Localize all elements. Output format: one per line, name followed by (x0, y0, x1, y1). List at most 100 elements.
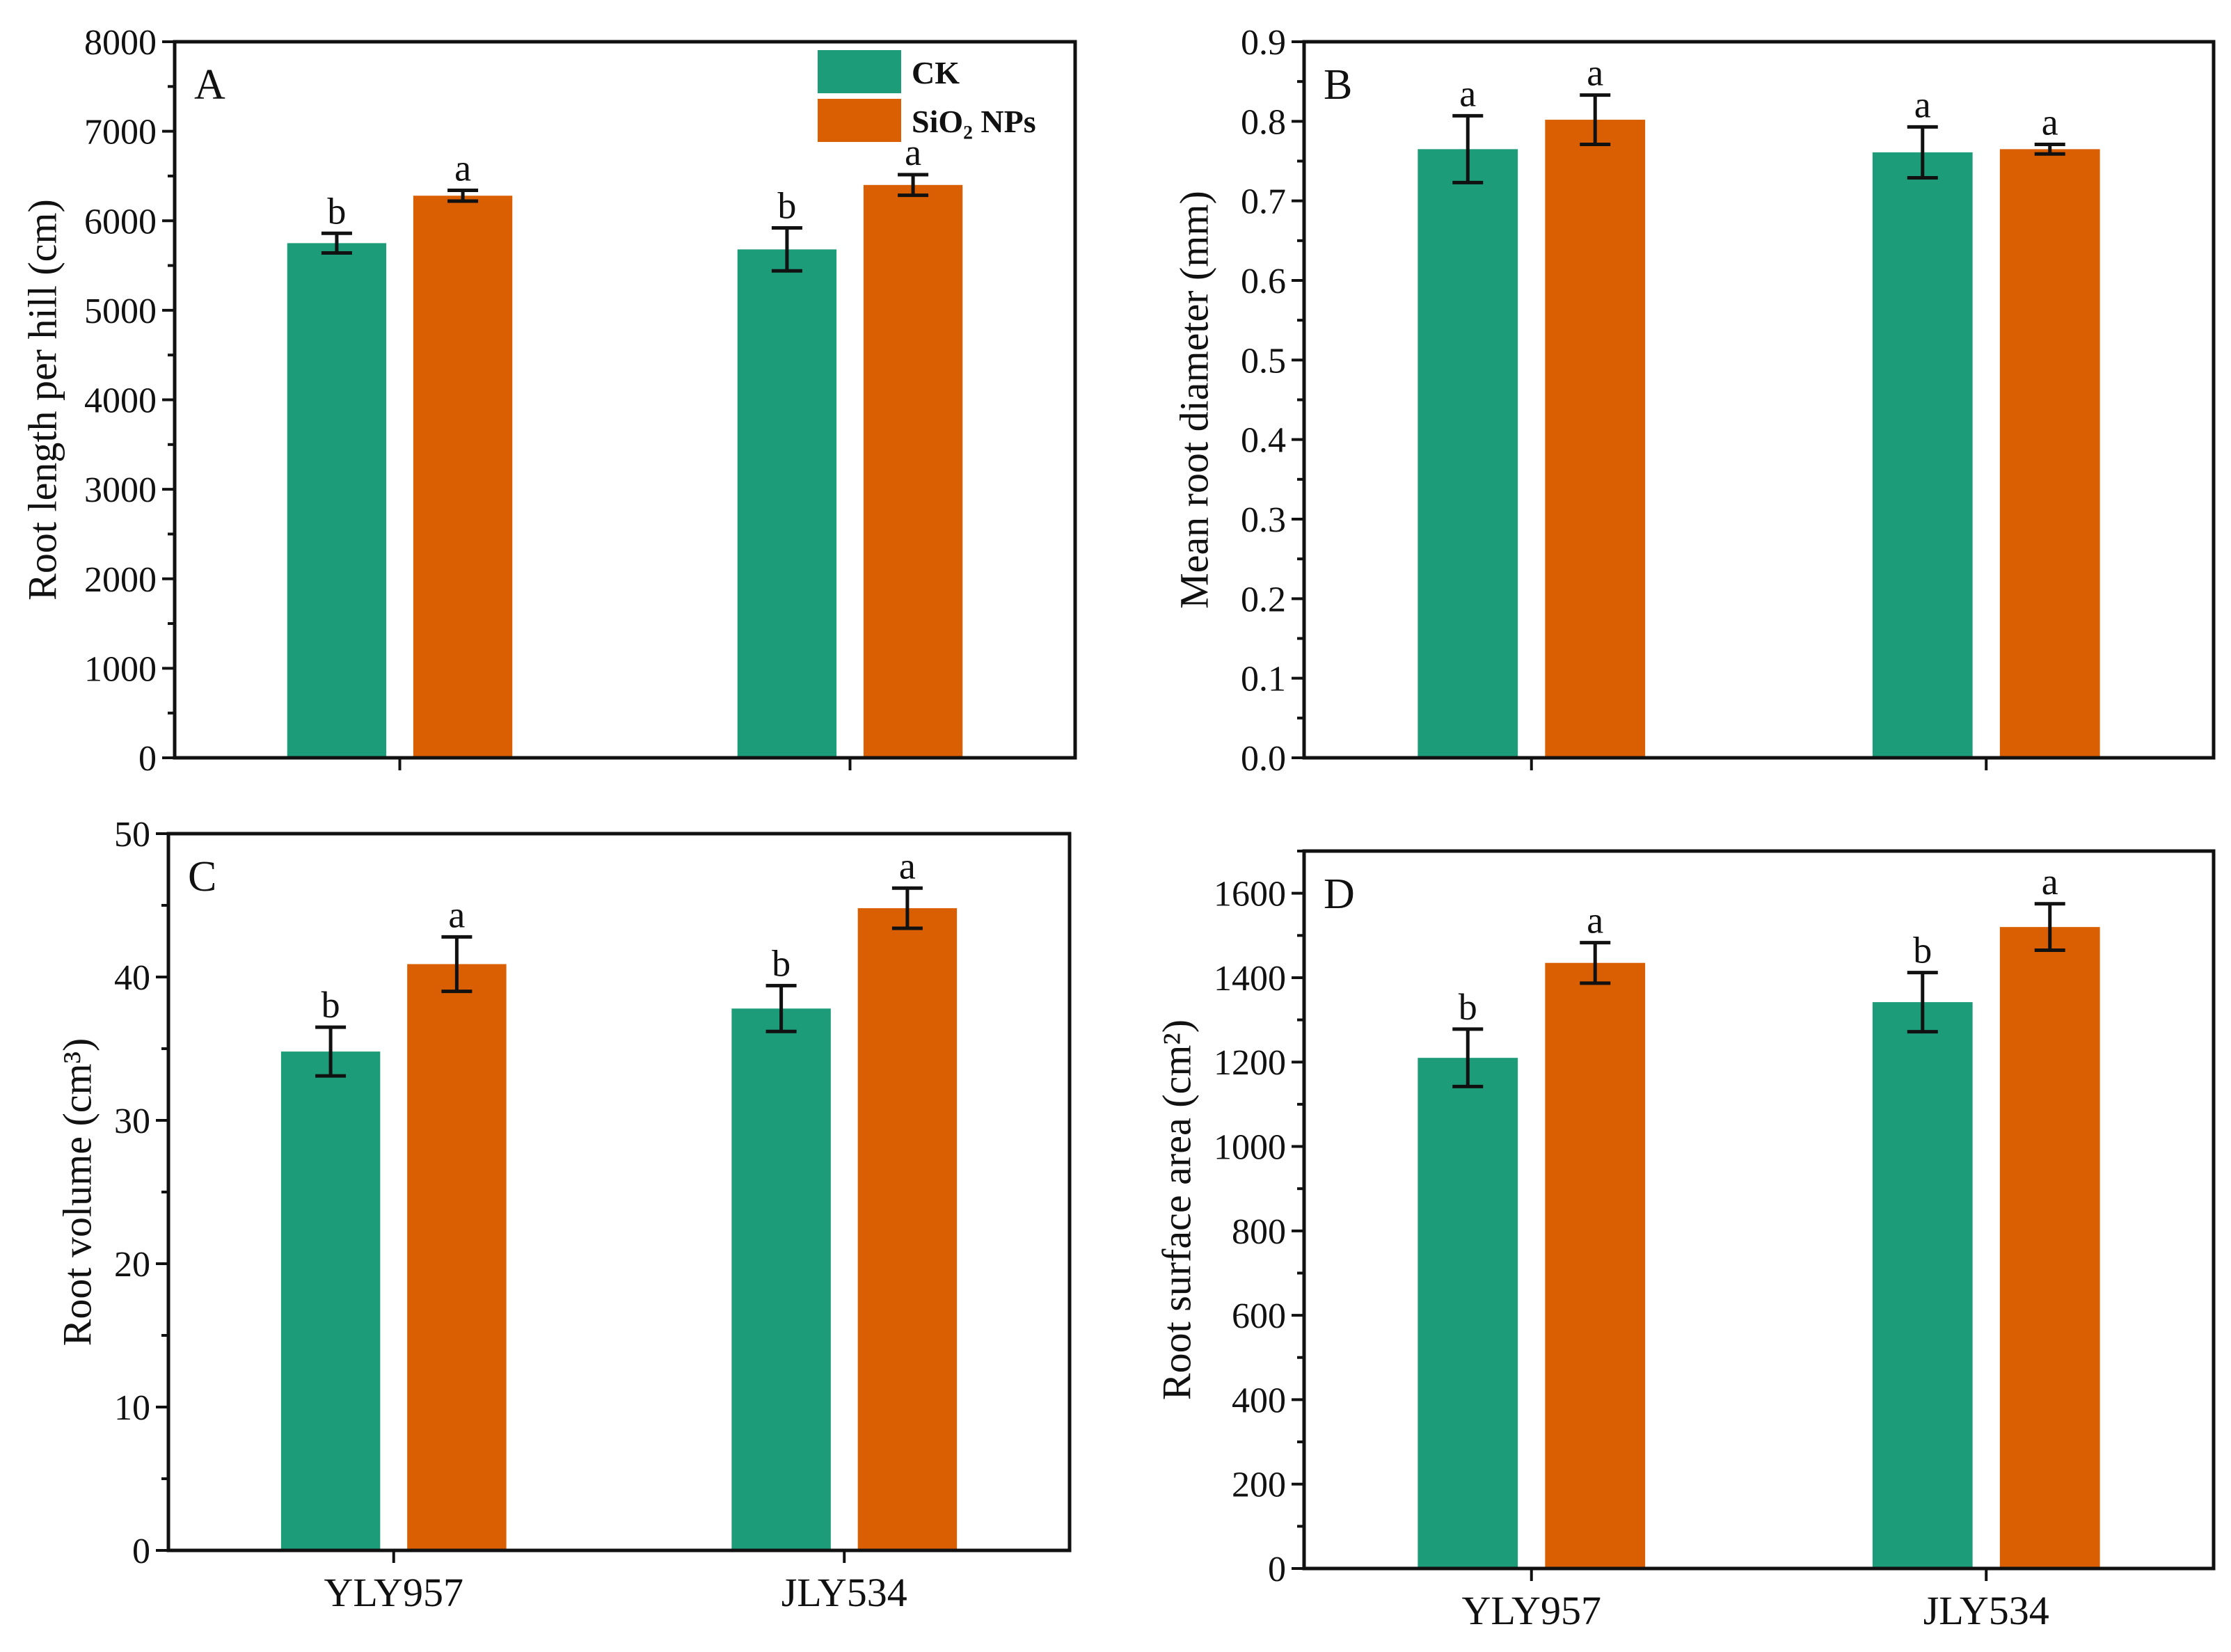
y-tick-label: 1400 (1214, 959, 1286, 999)
panel-c: b a YLY957 b a JLY534 0 10 20 30 40 50 Root volume (… (54, 815, 1072, 1615)
y-axis-label: Root length per hill (cm) (19, 199, 65, 601)
panel-letter: A (194, 61, 225, 109)
y-tick-label: 2000 (84, 560, 157, 600)
error-bar (2034, 142, 2065, 156)
error-bar (898, 173, 929, 198)
bar-ck-yly957 (287, 243, 387, 758)
plot-frame (1302, 849, 2216, 1571)
legend-swatch-ck (818, 50, 901, 93)
y-tick-label: 0 (1268, 1550, 1286, 1589)
y-tick-label: 0.2 (1241, 580, 1286, 619)
error-bar (1580, 93, 1611, 146)
bar-sio2-yly957 (1545, 962, 1646, 1568)
bar-sio2-yly957 (407, 964, 507, 1550)
y-tick-label: 1200 (1214, 1043, 1286, 1083)
bar-sio2-jly534 (1999, 149, 2100, 759)
significance-letter: a (454, 148, 471, 189)
error-bar (2034, 902, 2065, 953)
panel-letter: B (1324, 61, 1352, 109)
y-tick-label: 8000 (84, 23, 157, 63)
y-tick-label: 1600 (1214, 875, 1286, 914)
error-bar (321, 231, 352, 255)
y-tick-label: 50 (114, 815, 150, 855)
y-tick-label: 1000 (1214, 1128, 1286, 1168)
y-tick-label: 0.9 (1241, 23, 1286, 63)
panel-d: b a YLY957 b a JLY534 0 200 400 600 800 1000 1200 140… (1154, 849, 2216, 1633)
y-tick-label: 20 (114, 1245, 150, 1285)
bar-sio2-yly957 (1545, 120, 1646, 759)
y-axis-label: Root surface area (cm²) (1154, 1019, 1199, 1400)
significance-letter: b (327, 190, 346, 232)
bar-sio2-yly957 (413, 196, 513, 758)
y-tick-label: 4000 (84, 381, 157, 421)
error-bar (315, 1025, 347, 1078)
y-tick-label: 0.1 (1241, 660, 1286, 699)
significance-letter: a (2042, 101, 2058, 143)
legend-swatch-sio2 (818, 99, 901, 142)
panel-b: a a a a 0.0 0.1 0.2 0.3 0.4 0.5 0.6 0.7 0.8 0.9 Mean r… (1171, 23, 2216, 779)
significance-letter: a (1587, 52, 1603, 94)
y-tick-label: 40 (114, 958, 150, 998)
error-bar (441, 935, 473, 994)
y-tick-label: 0 (132, 1532, 150, 1571)
y-tick-label: 3000 (84, 470, 157, 510)
bar-ck-jly534 (731, 1008, 831, 1550)
y-tick-label: 800 (1232, 1212, 1286, 1252)
bar-ck-yly957 (1418, 1058, 1518, 1568)
significance-letter: a (1914, 84, 1931, 125)
x-tick-label: JLY534 (1923, 1588, 2049, 1633)
y-tick-label: 30 (114, 1102, 150, 1141)
panel-a: b a b a 0 1000 2000 3000 4000 5000 6000 7000 8000 Roo… (19, 23, 1077, 779)
y-tick-label: 0.4 (1241, 421, 1286, 461)
y-axis-label: Mean root diameter (mm) (1171, 191, 1216, 609)
bar-ck-jly534 (1872, 1002, 1973, 1568)
y-tick-label: 10 (114, 1388, 150, 1428)
bar-sio2-jly534 (857, 908, 958, 1550)
significance-letter: b (1459, 986, 1477, 1028)
significance-letter: b (772, 942, 791, 984)
y-tick-label: 400 (1232, 1381, 1286, 1420)
bar-sio2-jly534 (863, 184, 963, 758)
x-tick-label: YLY957 (324, 1570, 463, 1615)
y-tick-label: 0.7 (1241, 182, 1286, 222)
bar-ck-jly534 (1872, 152, 1973, 758)
y-tick-label: 0.3 (1241, 500, 1286, 540)
significance-letter: a (1587, 900, 1603, 942)
significance-letter: b (1913, 930, 1932, 971)
significance-letter: a (905, 132, 921, 173)
significance-letter: a (1459, 72, 1476, 114)
y-tick-label: 600 (1232, 1296, 1286, 1336)
x-tick-label: JLY534 (781, 1570, 907, 1615)
y-tick-label: 0.0 (1241, 739, 1286, 779)
x-tick-label: YLY957 (1462, 1588, 1601, 1633)
y-tick-label: 7000 (84, 113, 157, 152)
legend: CK SiO₂ NPs (818, 50, 1036, 142)
legend-label-ck: CK (912, 55, 960, 90)
error-bar (447, 189, 479, 203)
y-tick-label: 0.6 (1241, 262, 1286, 301)
y-tick-label: 0 (138, 739, 157, 779)
significance-letter: a (2042, 861, 2058, 903)
error-bar (1452, 113, 1484, 184)
y-tick-label: 5000 (84, 292, 157, 331)
error-bar (771, 226, 802, 273)
legend-label-sio2: SiO₂ NPs (912, 104, 1036, 139)
error-bar (1580, 941, 1611, 985)
y-axis-label: Root volume (cm³) (54, 1038, 100, 1347)
error-bar (1907, 971, 1938, 1034)
y-tick-label: 0.5 (1241, 341, 1286, 381)
significance-letter: a (448, 893, 465, 935)
significance-letter: b (777, 185, 796, 227)
bar-ck-yly957 (1418, 149, 1518, 759)
significance-letter: b (321, 984, 340, 1026)
panel-letter: C (188, 853, 216, 900)
error-bar (765, 983, 797, 1033)
y-tick-label: 0.8 (1241, 102, 1286, 142)
error-bar (891, 886, 923, 930)
panel-letter: D (1324, 871, 1355, 918)
y-tick-label: 6000 (84, 202, 157, 241)
bar-sio2-jly534 (1999, 927, 2100, 1568)
significance-letter: a (899, 845, 916, 887)
bar-ck-yly957 (280, 1051, 381, 1550)
